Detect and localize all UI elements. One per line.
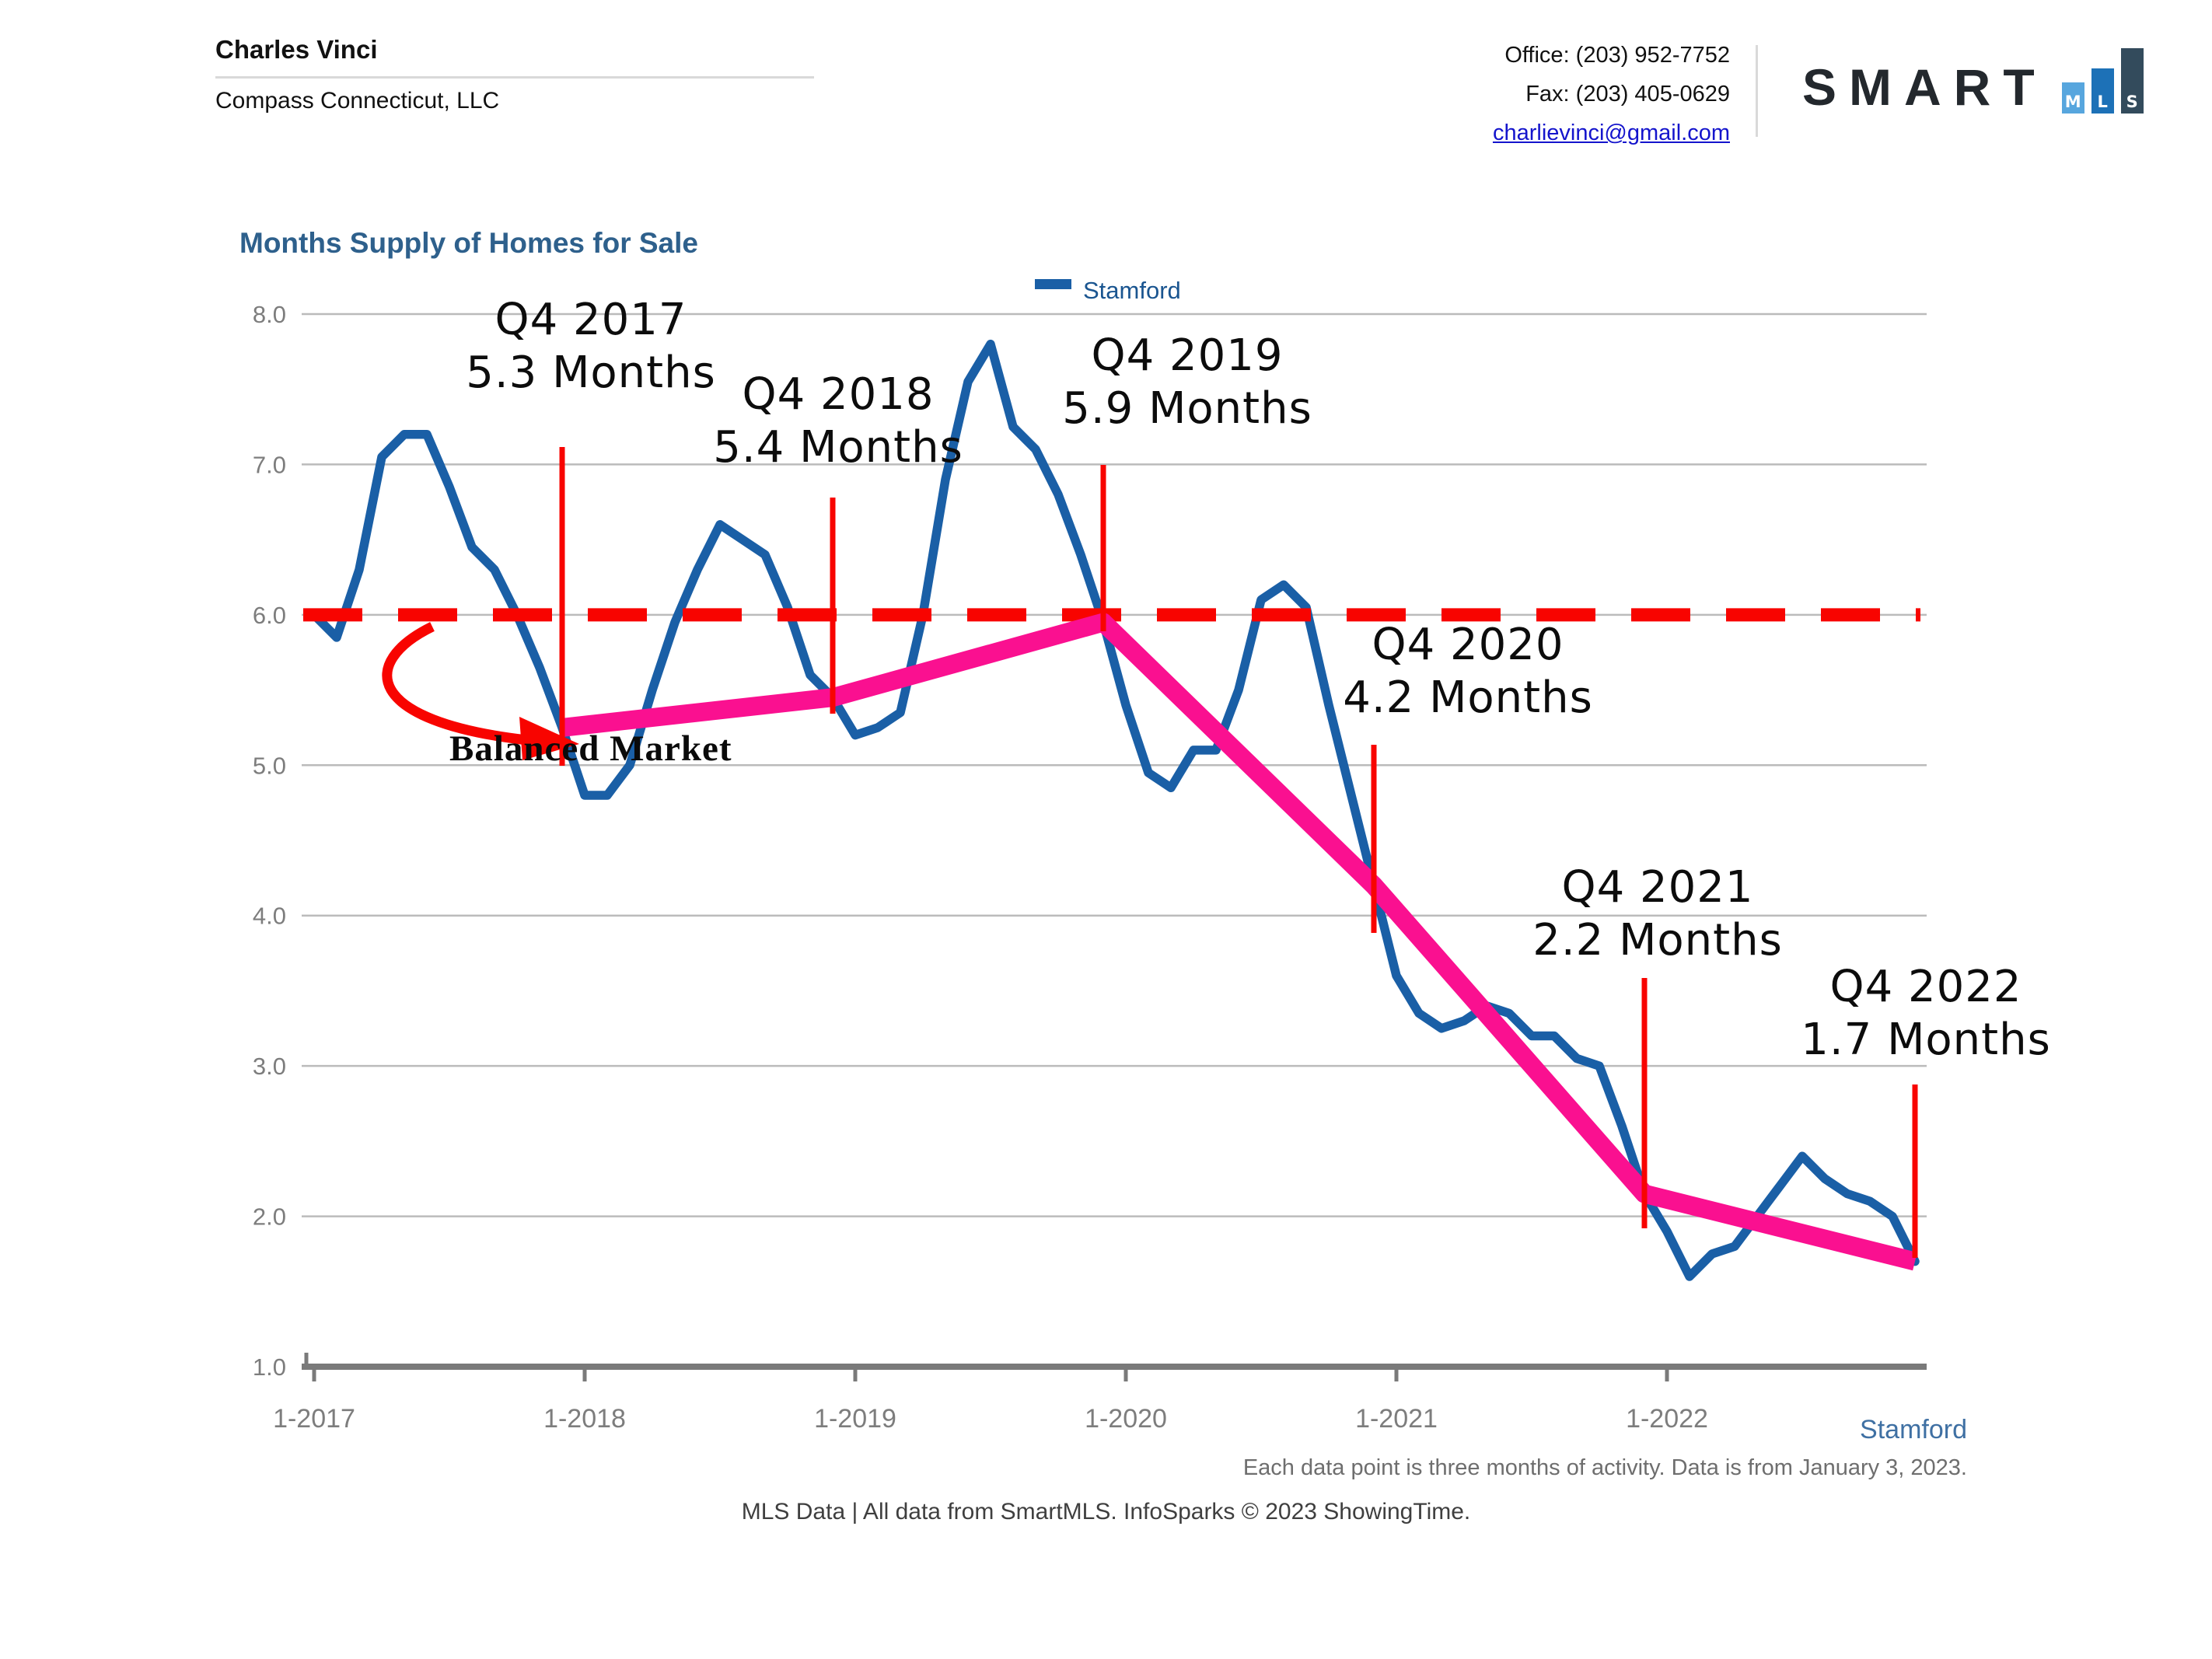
- y-tick-label-1.0: 1.0: [253, 1353, 286, 1381]
- agent-name-divider: [215, 76, 814, 79]
- x-tick-label-1-2020: 1-2020: [1085, 1404, 1167, 1434]
- trend-line: [561, 613, 1917, 1271]
- logo-bar-m: M: [2061, 82, 2084, 114]
- legend-label-stamford: Stamford: [1083, 277, 1181, 304]
- agent-company: Compass Connecticut, LLC: [215, 88, 500, 114]
- y-tick-label-4.0: 4.0: [253, 903, 286, 930]
- annotation-q4-2020: Q4 2020 4.2 Months: [1343, 620, 1593, 723]
- x-tick-label-1-2018: 1-2018: [543, 1404, 626, 1434]
- fax-number: Fax: (203) 405-0629: [1525, 82, 1730, 107]
- agent-block: Charles Vinci Compass Connecticut, LLC: [215, 34, 822, 114]
- x-tick-label-1-2019: 1-2019: [814, 1404, 896, 1434]
- mls-credit: MLS Data | All data from SmartMLS. InfoS…: [741, 1499, 1471, 1525]
- logo-bar-l: L: [2091, 68, 2114, 114]
- agent-name: Charles Vinci: [215, 35, 378, 64]
- balanced-market-arrowhead: [519, 717, 579, 760]
- annotation-q4-2022: Q4 2022 1.7 Months: [1801, 962, 2051, 1065]
- balanced-market-label: Balanced Market: [449, 728, 732, 769]
- annotation-q4-2017: Q4 2017 5.3 Months: [466, 295, 716, 398]
- annotation-q4-2019: Q4 2019 5.9 Months: [1062, 330, 1312, 434]
- y-tick-label-3.0: 3.0: [253, 1053, 286, 1080]
- y-tick-label-5.0: 5.0: [253, 752, 286, 779]
- annotation-q4-2021: Q4 2021 2.2 Months: [1532, 862, 1783, 966]
- y-tick-label-7.0: 7.0: [253, 451, 286, 478]
- balanced-market-arrow: [382, 622, 528, 746]
- series-line-stamford: [309, 339, 1920, 1281]
- legend-swatch-stamford: [1035, 279, 1071, 289]
- annotation-q4-2018: Q4 2018 5.4 Months: [713, 369, 963, 473]
- data-footnote: Each data point is three months of activ…: [1242, 1455, 1967, 1480]
- office-phone: Office: (203) 952-7752: [1504, 43, 1730, 68]
- contact-block: Office: (203) 952-7752 Fax: (203) 405-06…: [1322, 36, 1730, 152]
- x-tick-label-1-2021: 1-2021: [1355, 1404, 1438, 1434]
- series-label-bottom: Stamford: [1860, 1415, 1967, 1444]
- y-tick-label-6.0: 6.0: [253, 602, 286, 629]
- header-divider: [1756, 45, 1758, 137]
- logo-wordmark: SMART: [1802, 58, 2047, 116]
- x-tick-label-1-2022: 1-2022: [1626, 1404, 1708, 1434]
- logo-bar-s: S: [2120, 48, 2144, 114]
- chart-title: Months Supply of Homes for Sale: [239, 227, 698, 259]
- y-tick-label-8.0: 8.0: [253, 301, 286, 328]
- y-tick-label-2.0: 2.0: [253, 1203, 286, 1231]
- x-tick-label-1-2017: 1-2017: [273, 1404, 355, 1434]
- email-link[interactable]: charlievinci@gmail.com: [1492, 120, 1730, 145]
